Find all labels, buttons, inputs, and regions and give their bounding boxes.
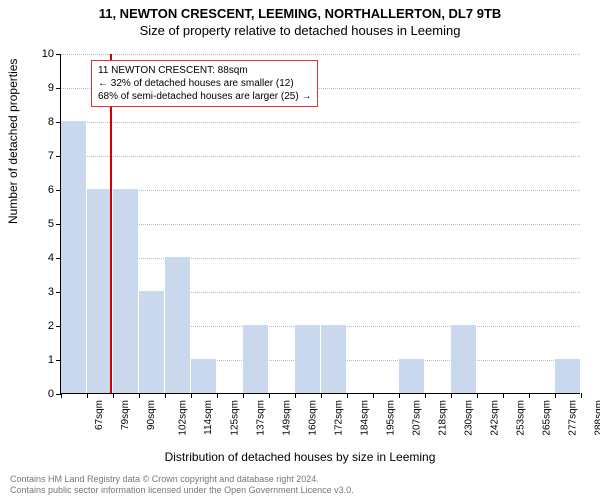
y-tick-label: 6 bbox=[34, 184, 54, 196]
x-tick-label: 137sqm bbox=[256, 400, 267, 436]
x-tick-label: 207sqm bbox=[412, 400, 423, 436]
histogram-bar bbox=[165, 257, 190, 393]
x-tick-label: 218sqm bbox=[438, 400, 449, 436]
y-axis-title: Number of detached properties bbox=[6, 59, 20, 224]
x-tick-label: 102sqm bbox=[178, 400, 189, 436]
y-tick-label: 1 bbox=[34, 354, 54, 366]
histogram-bar bbox=[61, 121, 86, 393]
x-tick-label: 79sqm bbox=[120, 400, 131, 430]
plot-area: 11 NEWTON CRESCENT: 88sqm ← 32% of detac… bbox=[60, 54, 580, 394]
x-tick-mark bbox=[425, 393, 426, 398]
y-tick-label: 3 bbox=[34, 286, 54, 298]
x-tick-mark bbox=[191, 393, 192, 398]
annotation-line-1: 11 NEWTON CRESCENT: 88sqm bbox=[98, 64, 311, 77]
x-tick-mark bbox=[139, 393, 140, 398]
gridline bbox=[61, 122, 580, 123]
x-tick-mark bbox=[451, 393, 452, 398]
footer-line-2: Contains public sector information licen… bbox=[10, 485, 590, 496]
x-tick-mark bbox=[555, 393, 556, 398]
x-tick-mark bbox=[373, 393, 374, 398]
histogram-bar bbox=[191, 359, 216, 393]
x-tick-mark bbox=[243, 393, 244, 398]
x-tick-label: 265sqm bbox=[542, 400, 553, 436]
x-tick-label: 195sqm bbox=[386, 400, 397, 436]
x-tick-mark bbox=[217, 393, 218, 398]
x-tick-label: 277sqm bbox=[568, 400, 579, 436]
x-tick-label: 90sqm bbox=[146, 400, 157, 430]
x-tick-mark bbox=[529, 393, 530, 398]
gridline bbox=[61, 156, 580, 157]
x-tick-mark bbox=[87, 393, 88, 398]
x-tick-mark bbox=[477, 393, 478, 398]
x-tick-mark bbox=[347, 393, 348, 398]
y-tick-label: 5 bbox=[34, 218, 54, 230]
x-tick-mark bbox=[295, 393, 296, 398]
footer-line-1: Contains HM Land Registry data © Crown c… bbox=[10, 474, 590, 485]
histogram-bar bbox=[555, 359, 580, 393]
y-tick-label: 4 bbox=[34, 252, 54, 264]
x-tick-label: 149sqm bbox=[282, 400, 293, 436]
x-tick-label: 125sqm bbox=[230, 400, 241, 436]
y-tick-label: 7 bbox=[34, 150, 54, 162]
x-tick-label: 184sqm bbox=[360, 400, 371, 436]
chart-title-sub: Size of property relative to detached ho… bbox=[0, 23, 600, 38]
x-tick-label: 172sqm bbox=[334, 400, 345, 436]
x-tick-mark bbox=[113, 393, 114, 398]
x-tick-mark bbox=[269, 393, 270, 398]
x-tick-label: 253sqm bbox=[516, 400, 527, 436]
y-tick-label: 0 bbox=[34, 388, 54, 400]
x-tick-label: 230sqm bbox=[464, 400, 475, 436]
x-tick-label: 114sqm bbox=[203, 400, 214, 435]
x-tick-mark bbox=[581, 393, 582, 398]
y-tick-label: 10 bbox=[34, 48, 54, 60]
x-tick-mark bbox=[165, 393, 166, 398]
y-tick-mark bbox=[56, 54, 61, 55]
x-axis-title: Distribution of detached houses by size … bbox=[0, 450, 600, 464]
gridline bbox=[61, 258, 580, 259]
y-tick-label: 9 bbox=[34, 82, 54, 94]
x-tick-mark bbox=[399, 393, 400, 398]
x-tick-mark bbox=[61, 393, 62, 398]
annotation-box: 11 NEWTON CRESCENT: 88sqm ← 32% of detac… bbox=[91, 60, 318, 107]
annotation-line-2: ← 32% of detached houses are smaller (12… bbox=[98, 77, 311, 90]
x-tick-mark bbox=[503, 393, 504, 398]
histogram-bar bbox=[87, 189, 112, 393]
y-tick-label: 8 bbox=[34, 116, 54, 128]
x-tick-label: 160sqm bbox=[308, 400, 319, 436]
x-tick-mark bbox=[321, 393, 322, 398]
x-tick-label: 288sqm bbox=[594, 400, 600, 436]
histogram-bar bbox=[139, 291, 164, 393]
gridline bbox=[61, 224, 580, 225]
histogram-bar bbox=[243, 325, 268, 393]
histogram-bar bbox=[295, 325, 320, 393]
histogram-bar bbox=[113, 189, 138, 393]
histogram-bar bbox=[451, 325, 476, 393]
x-tick-label: 67sqm bbox=[94, 400, 105, 430]
footer-text: Contains HM Land Registry data © Crown c… bbox=[10, 474, 590, 496]
gridline bbox=[61, 54, 580, 55]
gridline bbox=[61, 190, 580, 191]
y-tick-mark bbox=[56, 88, 61, 89]
x-tick-label: 242sqm bbox=[490, 400, 501, 436]
chart-title-main: 11, NEWTON CRESCENT, LEEMING, NORTHALLER… bbox=[0, 0, 600, 21]
histogram-bar bbox=[321, 325, 346, 393]
annotation-line-3: 68% of semi-detached houses are larger (… bbox=[98, 90, 311, 103]
histogram-bar bbox=[399, 359, 424, 393]
y-tick-label: 2 bbox=[34, 320, 54, 332]
chart-container: 11, NEWTON CRESCENT, LEEMING, NORTHALLER… bbox=[0, 0, 600, 500]
